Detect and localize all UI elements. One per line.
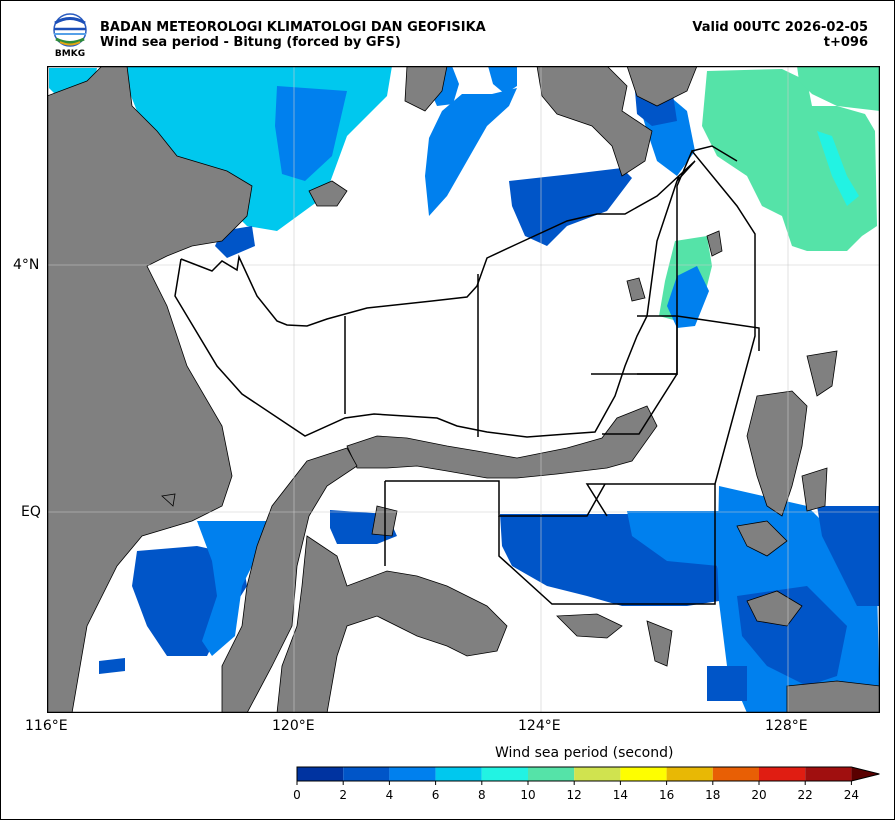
map-panel[interactable] — [47, 66, 880, 713]
lon-tick-label: 124°E — [518, 718, 561, 734]
colorbar-tick-label: 22 — [798, 788, 813, 802]
zone-boundary — [676, 315, 760, 351]
agency-name: BADAN METEOROLOGI KLIMATOLOGI DAN GEOFIS… — [100, 20, 486, 35]
island — [646, 620, 673, 667]
period-patch-2-4s — [627, 511, 719, 566]
wind-sea-period-field — [49, 66, 880, 713]
colorbar-tick-label: 16 — [659, 788, 674, 802]
mindanao-land — [626, 66, 698, 107]
zone-boundary — [180, 160, 696, 327]
colorbar-tick-label: 18 — [705, 788, 720, 802]
zone-boundary — [585, 149, 756, 517]
period-patch-8-10s — [817, 131, 859, 206]
colorbar-tick-label: 24 — [844, 788, 859, 802]
colorbar-swatch — [620, 767, 667, 781]
lon-tick-label: 120°E — [272, 718, 315, 734]
colorbar-tick-label: 6 — [432, 788, 440, 802]
zone-boundary — [691, 145, 738, 162]
colorbar-swatch — [481, 767, 528, 781]
island — [706, 230, 723, 257]
map-subtitle: Wind sea period - Bitung (forced by GFS) — [100, 35, 401, 50]
colorbar-tick-label: 12 — [567, 788, 582, 802]
colorbar-tick-label: 14 — [613, 788, 628, 802]
halmahera-land — [746, 390, 808, 517]
mindanao-land — [536, 66, 653, 177]
colorbar: 0 2 4 6 8 10 12 14 16 18 20 22 24 — [293, 766, 880, 802]
colorbar-swatch — [574, 767, 621, 781]
zone-boundary — [602, 373, 678, 435]
period-patch-10-12s — [702, 69, 877, 251]
map-frame — [47, 66, 880, 713]
sulawesi-west-coast — [221, 447, 358, 713]
period-patch-2-4s — [275, 86, 347, 181]
island — [161, 493, 176, 507]
zone-boundary — [498, 484, 716, 605]
period-patch-0-2s — [707, 666, 747, 701]
colorbar-swatch — [712, 767, 759, 781]
colorbar-swatch — [759, 767, 806, 781]
colorbar-tick-label: 10 — [520, 788, 535, 802]
colorbar-tick-label: 0 — [293, 788, 301, 802]
colorbar-title: Wind sea period (second) — [495, 745, 674, 761]
colorbar-swatches — [296, 766, 880, 782]
colorbar-swatch — [297, 767, 344, 781]
sulawesi-central — [276, 535, 508, 713]
island — [626, 277, 646, 302]
colorbar-swatch — [666, 767, 713, 781]
colorbar-frame — [296, 766, 880, 782]
lon-tick-label: 128°E — [765, 718, 808, 734]
valid-time: Valid 00UTC 2026-02-05 — [692, 20, 868, 35]
colorbar-labels: 0 2 4 6 8 10 12 14 16 18 20 22 24 — [293, 781, 859, 802]
colorbar-tick-label: 2 — [339, 788, 347, 802]
period-patch-0-2s — [99, 658, 125, 674]
period-patch-2-4s — [197, 521, 267, 656]
island — [308, 180, 348, 207]
seram-island — [786, 680, 880, 713]
period-patch-2-4s — [425, 88, 517, 216]
borneo-coast — [47, 66, 253, 713]
lat-tick-label: 4°N — [13, 257, 40, 273]
land-masses — [47, 66, 880, 713]
logo-wordmark: BMKG — [55, 49, 85, 57]
maritime-zone-boundaries — [174, 145, 760, 605]
colorbar-swatch — [435, 767, 482, 781]
lead-time: t+096 — [823, 35, 868, 50]
period-patch-0-2s — [817, 506, 880, 606]
colorbar-swatch — [528, 767, 575, 781]
colorbar-tick-label: 20 — [751, 788, 766, 802]
island — [736, 520, 788, 557]
island — [806, 350, 838, 397]
lat-tick-label: EQ — [21, 504, 41, 520]
colorbar-tick-label: 8 — [478, 788, 486, 802]
colorbar-swatch — [805, 767, 852, 781]
bmkg-logo: BMKG — [53, 13, 87, 57]
colorbar-extend-arrow — [851, 767, 880, 781]
lon-tick-label: 116°E — [25, 718, 68, 734]
period-patch-2-4s — [488, 66, 517, 94]
graticule — [47, 66, 880, 713]
sulawesi-north-arm — [346, 405, 658, 479]
zone-boundary — [174, 180, 678, 438]
island — [801, 467, 828, 512]
period-patch-2-4s — [509, 168, 632, 246]
colorbar-tick-label: 4 — [386, 788, 394, 802]
colorbar-swatch — [389, 767, 436, 781]
island — [404, 66, 448, 112]
period-patch-10-12s — [797, 66, 880, 111]
island — [556, 613, 623, 639]
colorbar-swatch — [343, 767, 390, 781]
